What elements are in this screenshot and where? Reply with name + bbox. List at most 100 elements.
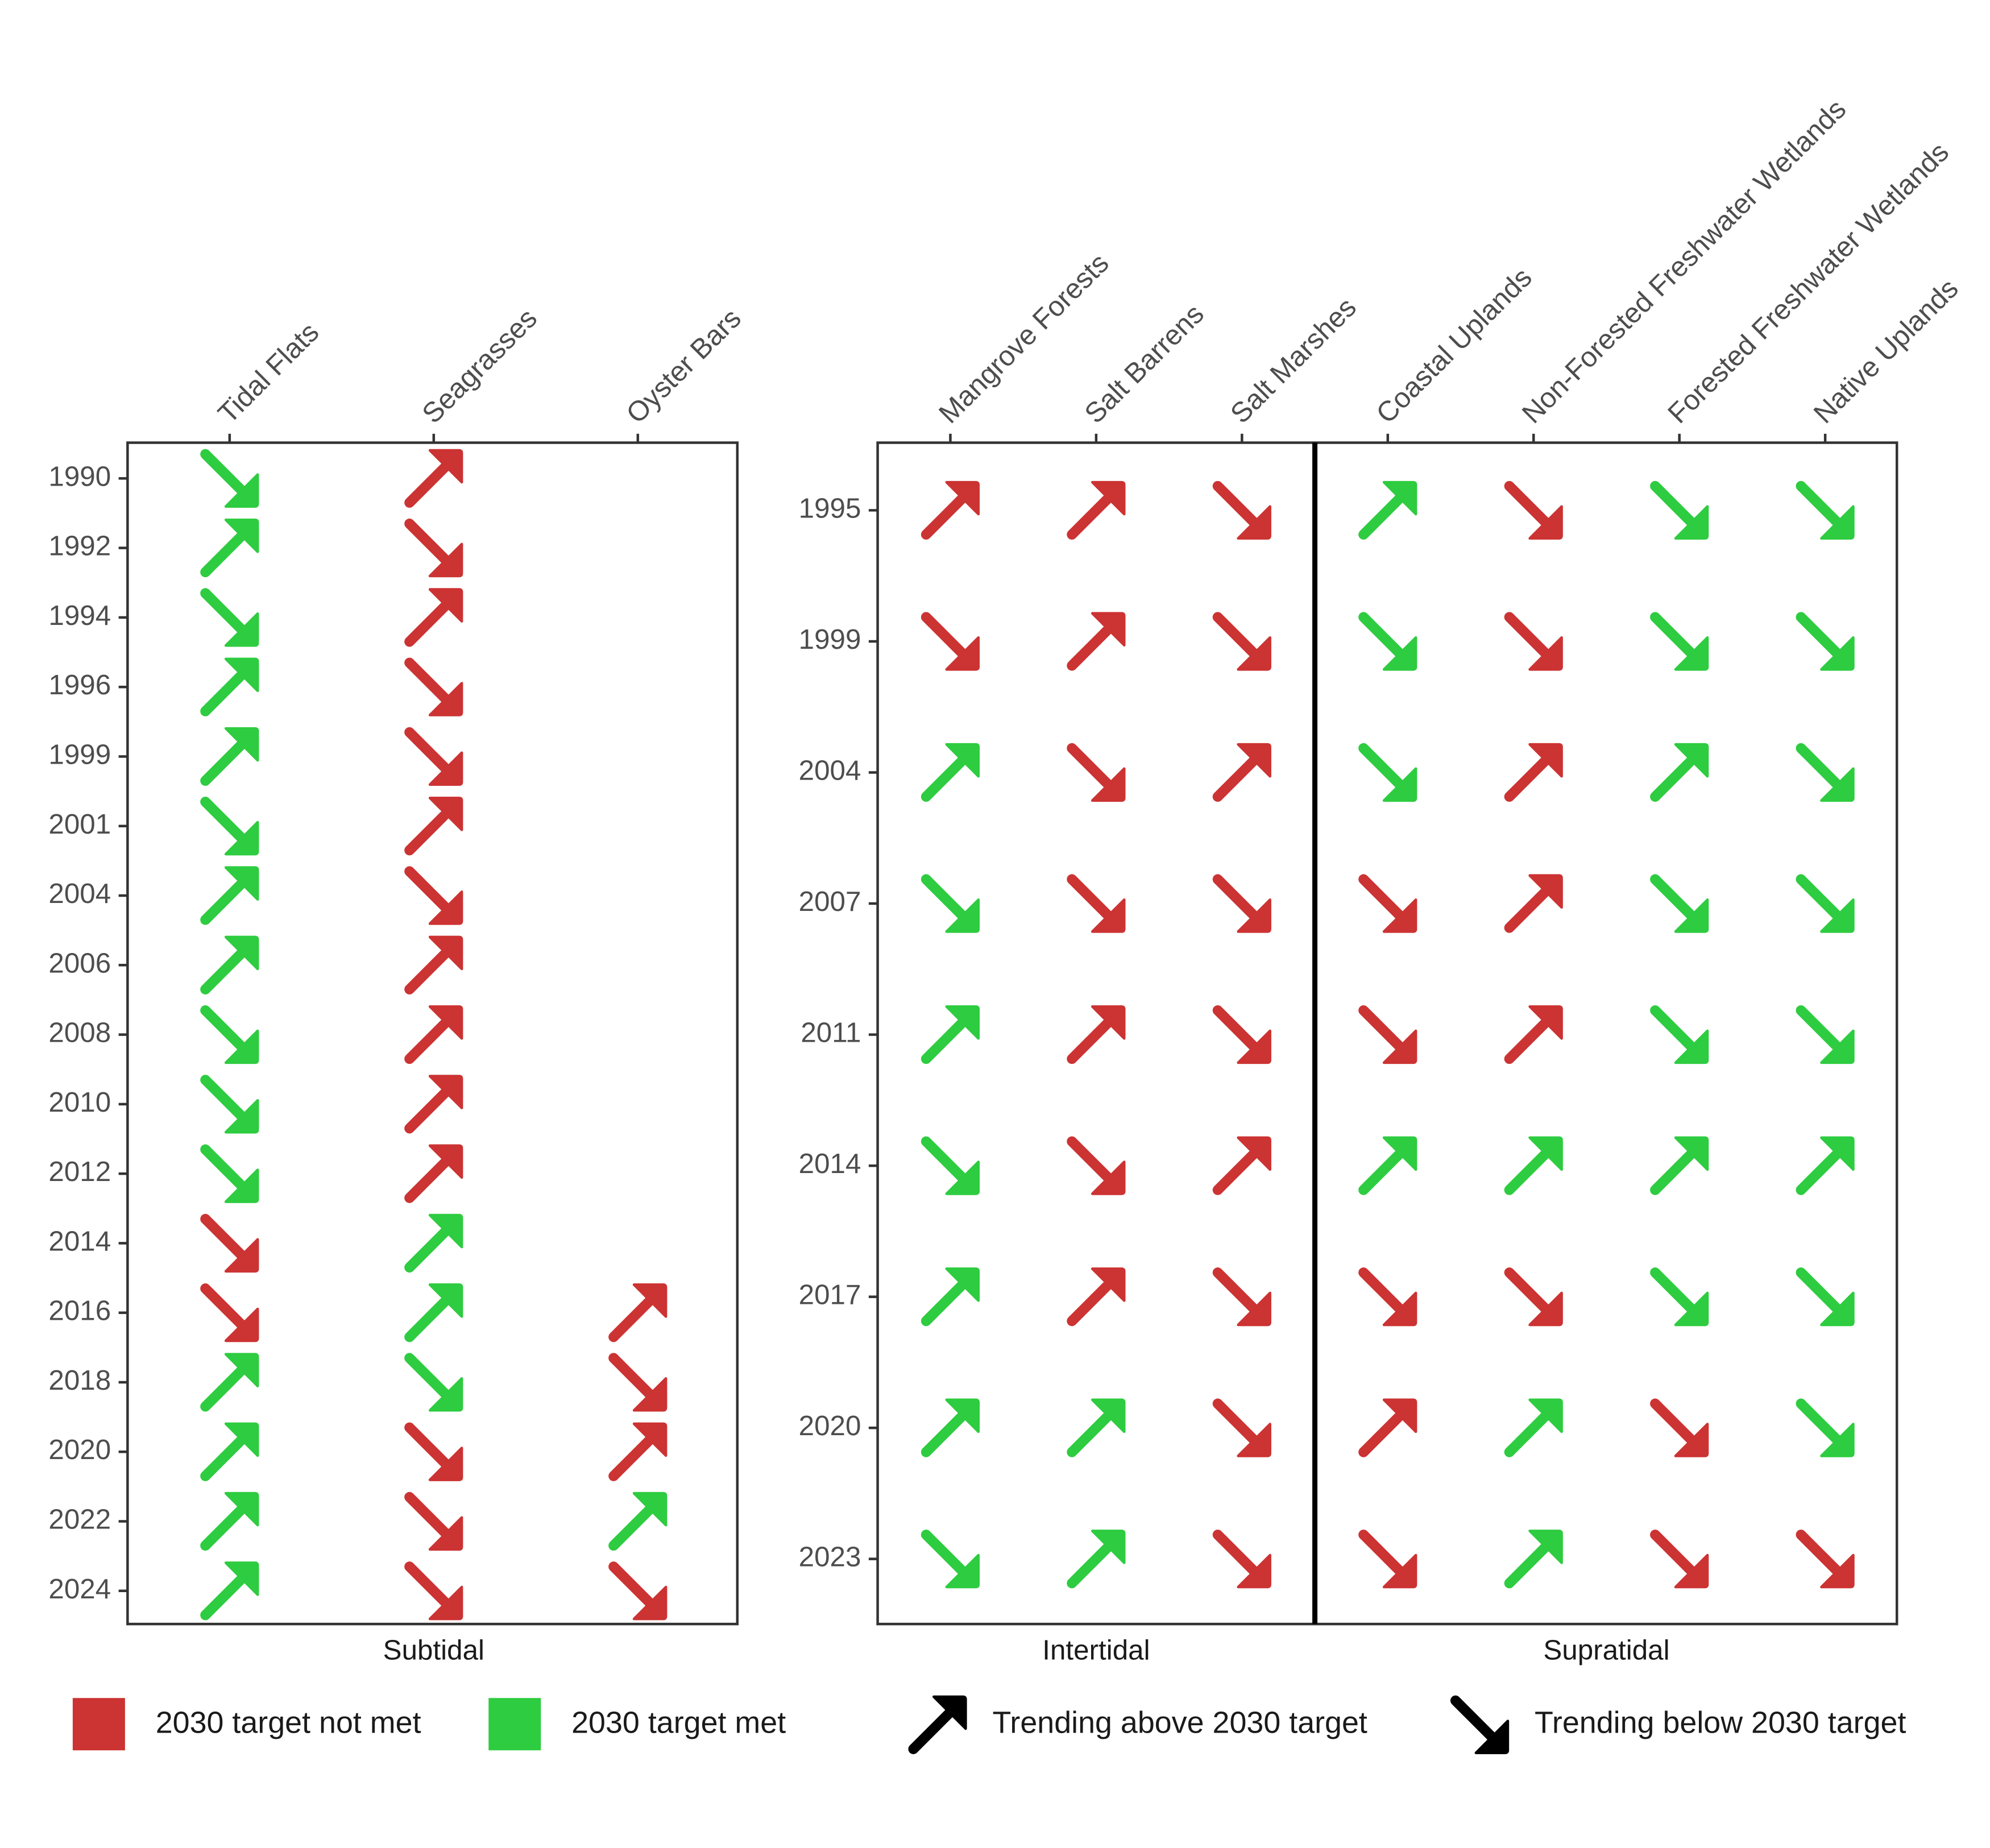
trend-arrow bbox=[1650, 1005, 1709, 1064]
arrow-head bbox=[1237, 1423, 1271, 1457]
y-tick-label: 2006 bbox=[48, 947, 111, 979]
trend-arrow bbox=[200, 1283, 259, 1343]
y-tick-label: 1995 bbox=[799, 492, 861, 524]
arrow-head bbox=[428, 890, 463, 925]
trend-arrow bbox=[1358, 480, 1417, 540]
trend-arrow bbox=[1504, 743, 1563, 802]
y-tick-label: 1992 bbox=[48, 531, 111, 562]
figure-body: 1990 1992 1994 1996 1999 2001 2004 2006 2008 2010… bbox=[48, 93, 1964, 1754]
arrow-head bbox=[428, 1585, 463, 1621]
column-label: Native Uplands bbox=[1807, 273, 1964, 430]
arrow-head bbox=[224, 1307, 259, 1343]
arrow-shaft bbox=[1212, 874, 1263, 924]
y-tick-label: 2004 bbox=[48, 878, 111, 909]
arrow-shaft bbox=[1650, 1398, 1700, 1449]
trend-arrow bbox=[200, 1353, 259, 1412]
arrow-shaft bbox=[404, 1422, 454, 1473]
arrow-head bbox=[632, 1377, 668, 1412]
arrow-head bbox=[1674, 1291, 1709, 1327]
trend-arrow bbox=[1796, 874, 1855, 933]
arrow-shaft bbox=[200, 449, 250, 499]
arrow-shaft bbox=[1067, 1136, 1117, 1186]
arrow-head bbox=[428, 935, 463, 971]
arrow-head bbox=[1382, 636, 1417, 671]
arrow-head bbox=[428, 1075, 463, 1109]
arrow-shaft bbox=[200, 1570, 250, 1621]
arrow-head bbox=[1091, 1161, 1126, 1195]
trend-arrow bbox=[404, 866, 463, 925]
arrow-shaft bbox=[1067, 874, 1117, 924]
arrow-shaft bbox=[1796, 743, 1846, 793]
legend-label: 2030 target not met bbox=[156, 1706, 421, 1740]
arrow-shaft bbox=[1796, 874, 1846, 924]
trend-arrow bbox=[404, 1422, 463, 1481]
arrow-shaft bbox=[1504, 752, 1554, 802]
arrow-head bbox=[945, 636, 980, 671]
arrow-shaft bbox=[404, 805, 454, 856]
arrow-head bbox=[932, 1695, 967, 1730]
arrow-shaft bbox=[608, 1561, 658, 1611]
trend-arrow bbox=[1796, 480, 1855, 540]
arrow-head bbox=[1382, 480, 1417, 516]
trend-arrow bbox=[608, 1283, 668, 1343]
legend-label: Trending above 2030 target bbox=[993, 1706, 1367, 1740]
arrow-head bbox=[1382, 767, 1417, 802]
trend-arrow bbox=[1358, 1267, 1417, 1327]
trend-arrow bbox=[1067, 1267, 1126, 1327]
arrow-head bbox=[1382, 1136, 1417, 1171]
trend-arrow bbox=[404, 1283, 463, 1343]
arrow-shaft bbox=[404, 1292, 454, 1343]
trend-arrow bbox=[921, 743, 980, 802]
column-label: Salt Marshes bbox=[1224, 292, 1362, 430]
trend-arrow bbox=[404, 1491, 463, 1551]
arrow-head bbox=[1820, 1136, 1855, 1171]
arrow-head bbox=[1528, 1005, 1563, 1040]
trend-arrow bbox=[1358, 743, 1417, 802]
trend-arrow bbox=[200, 1075, 259, 1134]
trend-arrow bbox=[1796, 1267, 1855, 1327]
trend-arrow bbox=[1796, 1398, 1855, 1457]
arrow-head bbox=[945, 1161, 980, 1195]
arrow-head bbox=[1237, 1553, 1271, 1589]
arrow-head bbox=[224, 657, 259, 693]
arrow-shaft bbox=[404, 657, 454, 708]
trend-arrow bbox=[1796, 1530, 1855, 1589]
y-tick-label: 1999 bbox=[799, 624, 861, 655]
trend-arrow bbox=[1504, 1005, 1563, 1064]
trend-arrow bbox=[200, 1561, 259, 1621]
arrow-head bbox=[428, 797, 463, 831]
trend-arrow bbox=[1504, 1530, 1563, 1589]
trend-arrow bbox=[1212, 1267, 1271, 1327]
arrow-shaft bbox=[404, 1561, 454, 1611]
arrow-shaft bbox=[1212, 1530, 1263, 1580]
arrow-shaft bbox=[200, 1501, 250, 1551]
column-label: Forested Freshwater Wetlands bbox=[1662, 136, 1955, 429]
trend-arrow bbox=[1504, 1398, 1563, 1457]
arrow-shaft bbox=[1650, 1530, 1700, 1580]
arrow-shaft bbox=[1212, 612, 1263, 662]
arrow-shaft bbox=[200, 1431, 250, 1481]
arrow-shaft bbox=[1650, 752, 1700, 802]
y-tick-label: 2018 bbox=[48, 1365, 111, 1396]
arrow-shaft bbox=[1212, 1005, 1263, 1055]
column-label: Coastal Uplands bbox=[1370, 262, 1538, 429]
arrow-head bbox=[1820, 767, 1855, 802]
arrow-shaft bbox=[404, 727, 454, 777]
arrow-head bbox=[224, 1169, 259, 1203]
arrow-shaft bbox=[1796, 1530, 1846, 1580]
arrow-head bbox=[1091, 1398, 1126, 1433]
trend-arrow bbox=[1358, 1136, 1417, 1195]
arrow-shaft bbox=[1450, 1695, 1500, 1746]
arrow-head bbox=[428, 1144, 463, 1179]
trend-arrow bbox=[921, 874, 980, 933]
trend-arrow bbox=[200, 727, 259, 786]
arrow-head bbox=[1820, 1423, 1855, 1457]
trend-arrow bbox=[200, 657, 259, 716]
y-tick-label: 2024 bbox=[48, 1573, 111, 1605]
arrow-head bbox=[224, 866, 259, 901]
arrow-head bbox=[1528, 505, 1563, 540]
arrow-head bbox=[1674, 1029, 1709, 1064]
arrow-shaft bbox=[404, 1353, 454, 1403]
trend-arrow bbox=[1650, 612, 1709, 671]
arrow-head bbox=[1237, 505, 1271, 540]
